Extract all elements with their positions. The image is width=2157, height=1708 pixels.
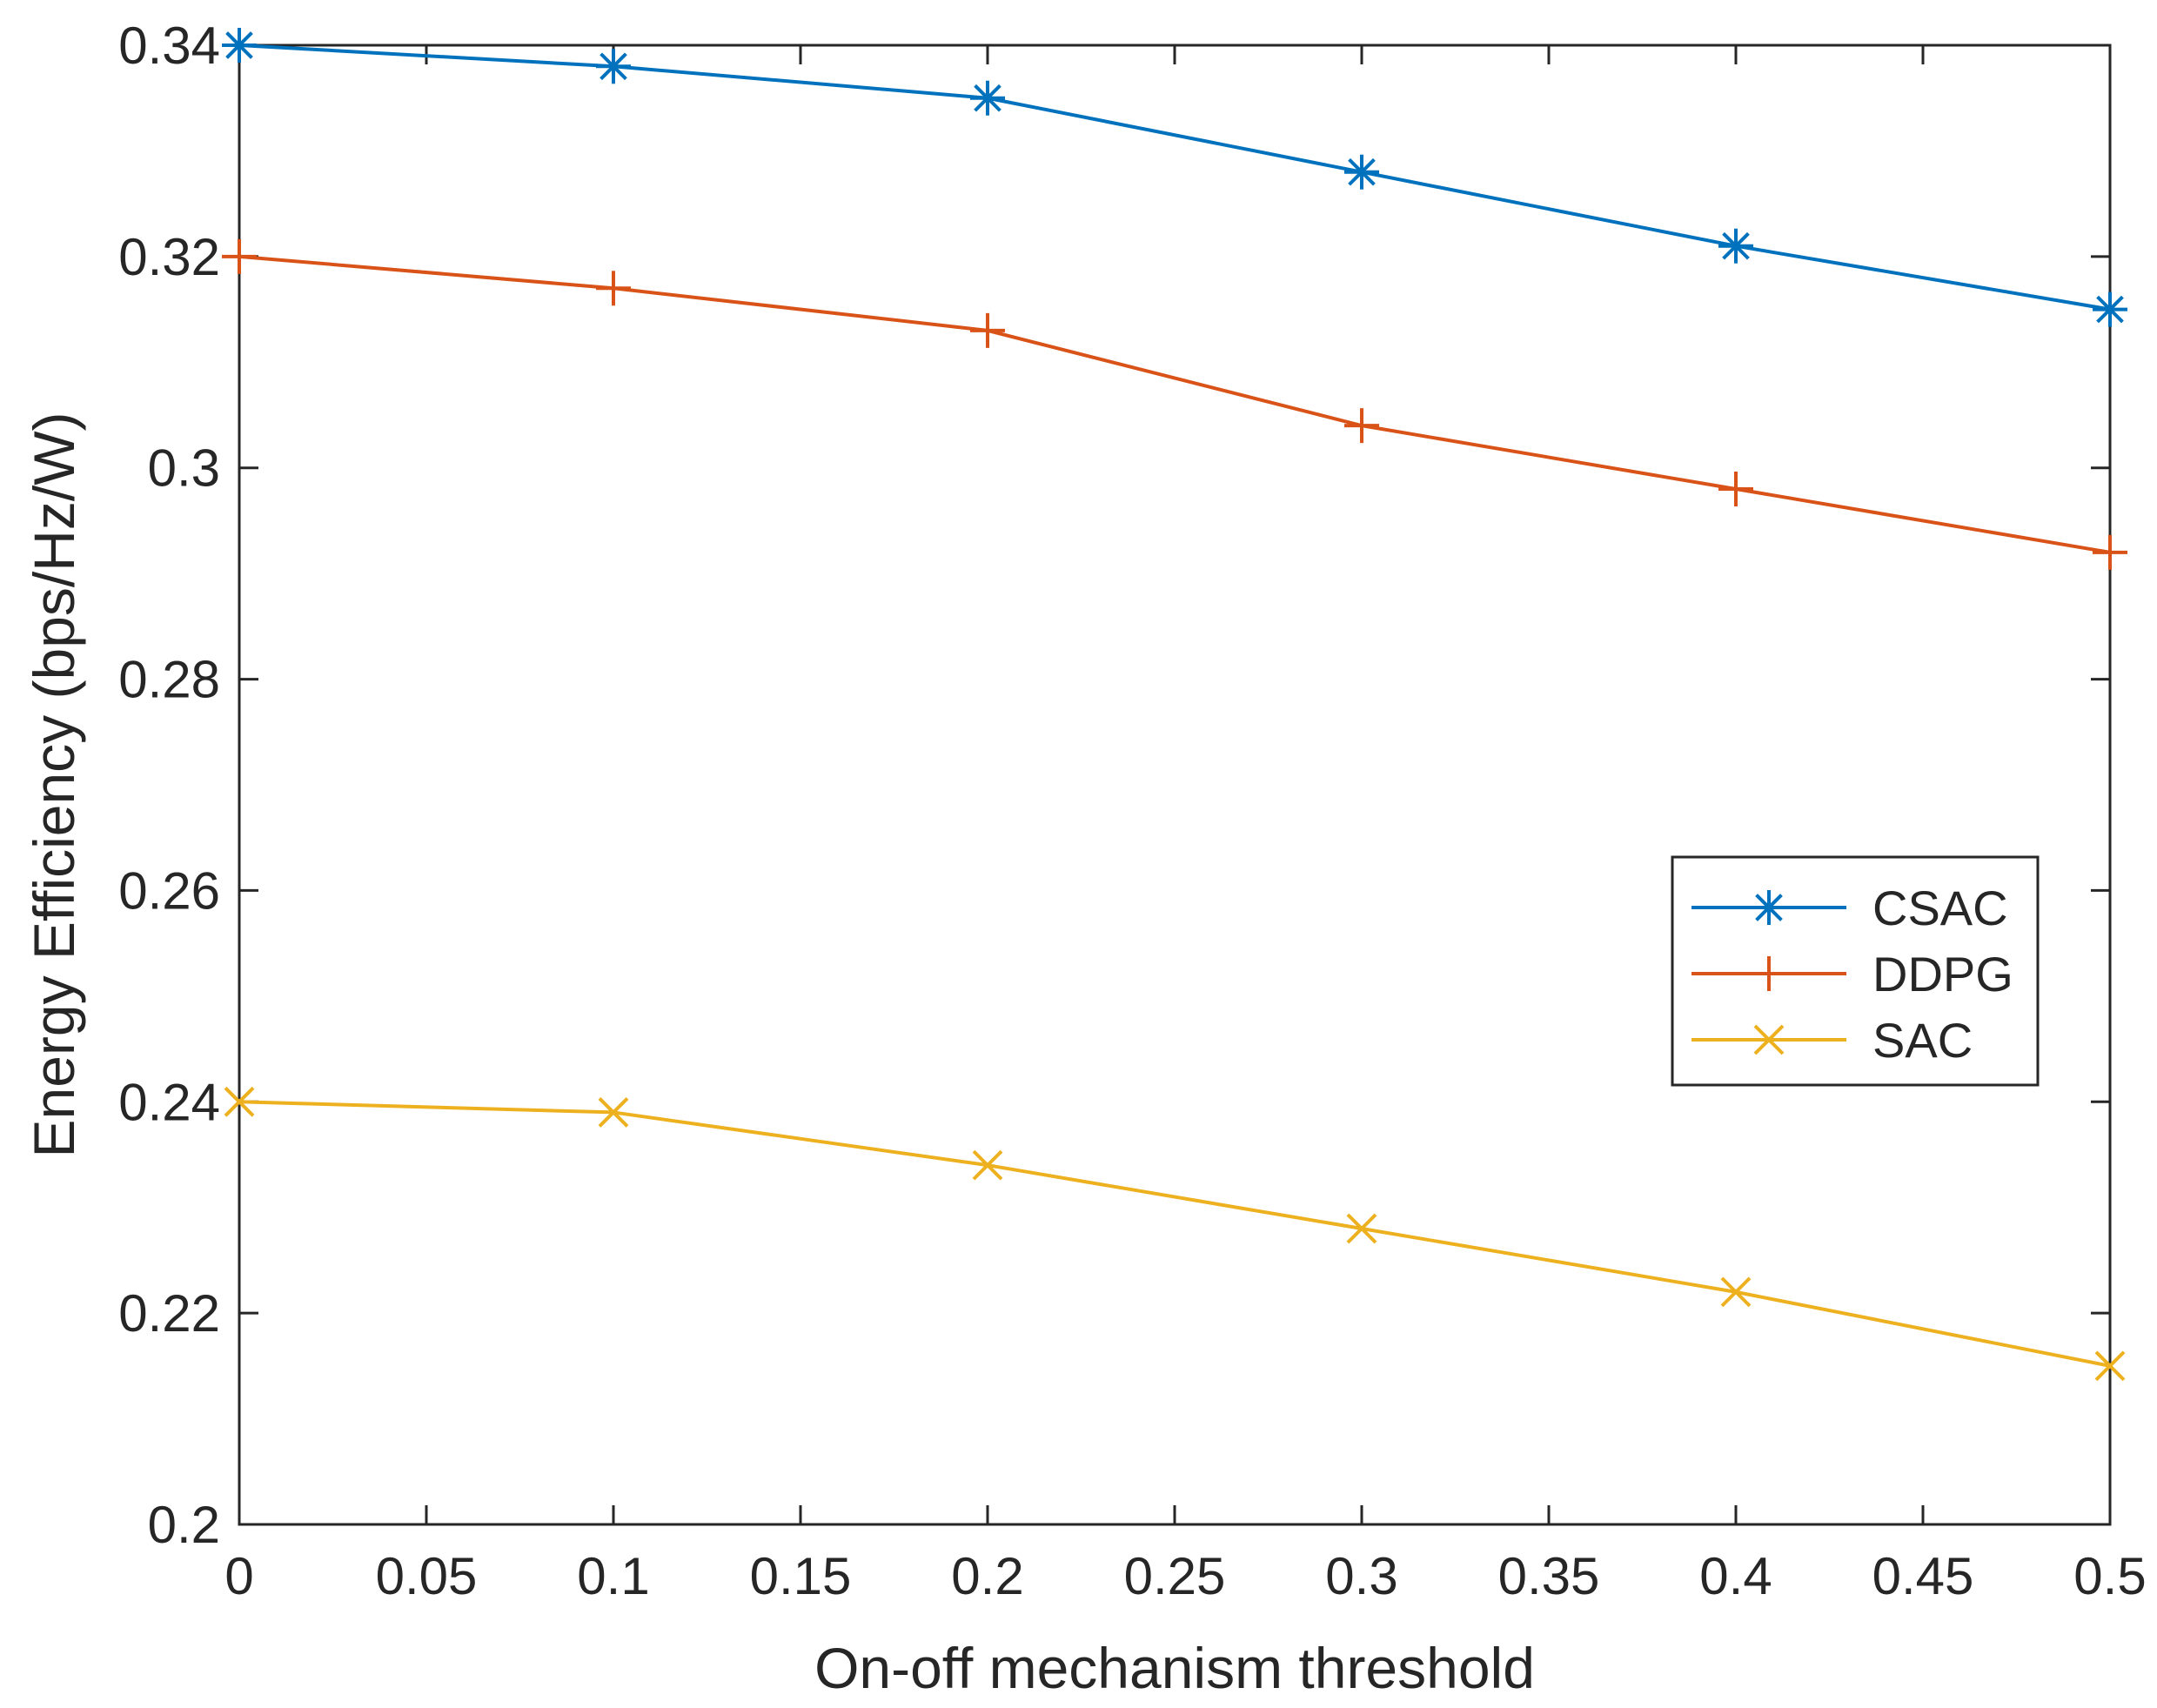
marker-stroke — [974, 84, 1001, 112]
data-point-sac — [1720, 1276, 1752, 1308]
y-tick-label: 0.32 — [118, 228, 220, 286]
marker-stroke — [972, 1149, 1003, 1181]
x-tick-label: 0.5 — [2073, 1547, 2146, 1605]
marker-stroke — [2096, 295, 2124, 324]
x-tick-label: 0.35 — [1498, 1547, 1600, 1605]
marker-stroke — [1755, 894, 1783, 921]
data-point-sac — [224, 1086, 255, 1117]
series-line-ddpg — [238, 254, 2111, 554]
data-point-csac — [222, 28, 257, 63]
x-tick-label: 0.1 — [577, 1547, 649, 1605]
marker-stroke — [1720, 1276, 1752, 1308]
legend-label-sac: SAC — [1872, 1013, 1973, 1068]
y-tick-label: 0.22 — [118, 1284, 220, 1343]
data-point-csac — [1344, 154, 1379, 190]
data-point-sac — [972, 1149, 1003, 1181]
legend-marker-ddpg — [1752, 956, 1786, 991]
marker-stroke — [598, 1097, 629, 1128]
marker-stroke — [1753, 1024, 1785, 1055]
y-axis-label: Energy Efficiency (bps/Hz/W) — [22, 412, 86, 1157]
x-tick-label: 0.05 — [376, 1547, 478, 1605]
y-tick-label: 0.3 — [148, 439, 220, 498]
y-tick-label: 0.28 — [118, 651, 220, 709]
data-point-ddpg — [1718, 472, 1753, 506]
marker-stroke — [224, 1086, 255, 1117]
data-point-ddpg — [1344, 408, 1379, 444]
marker-stroke — [225, 31, 253, 59]
x-tick-label: 0.3 — [1325, 1547, 1397, 1605]
data-point-ddpg — [222, 238, 257, 274]
legend-box — [1671, 855, 2040, 1087]
series-line-csac — [238, 44, 2111, 311]
y-tick-label: 0.2 — [148, 1496, 220, 1554]
x-tick-label: 0.4 — [1699, 1547, 1772, 1605]
legend-marker-sac — [1753, 1024, 1785, 1055]
marker-stroke — [2094, 1350, 2126, 1382]
x-tick-label: 0.15 — [750, 1547, 852, 1605]
data-point-csac — [596, 49, 631, 84]
data-point-ddpg — [970, 312, 1005, 348]
data-point-csac — [1718, 228, 1753, 264]
legend-label-csac: CSAC — [1872, 881, 2008, 935]
data-point-ddpg — [596, 271, 631, 306]
y-tick-label: 0.34 — [118, 17, 220, 75]
marker-stroke — [1346, 1213, 1377, 1244]
x-tick-label: 0.25 — [1124, 1547, 1226, 1605]
series-line-sac — [238, 1100, 2111, 1368]
data-point-csac — [970, 80, 1005, 116]
x-tick-label: 0.2 — [951, 1547, 1023, 1605]
data-point-sac — [1346, 1213, 1377, 1244]
x-tick-label: 0.45 — [1872, 1547, 1974, 1605]
data-point-csac — [2093, 291, 2127, 327]
y-tick-label: 0.24 — [118, 1073, 220, 1131]
x-tick-label: 0 — [224, 1547, 253, 1605]
marker-stroke — [600, 52, 627, 81]
legend-label-ddpg: DDPG — [1872, 947, 2013, 1001]
data-point-ddpg — [2093, 534, 2127, 570]
x-axis-label: On-off mechanism threshold — [814, 1636, 1535, 1700]
data-point-sac — [598, 1097, 629, 1128]
marker-stroke — [1722, 231, 1750, 260]
data-point-sac — [2094, 1350, 2126, 1382]
legend-marker-csac — [1752, 890, 1786, 925]
marker-stroke — [1348, 157, 1376, 186]
y-tick-label: 0.26 — [118, 861, 220, 920]
